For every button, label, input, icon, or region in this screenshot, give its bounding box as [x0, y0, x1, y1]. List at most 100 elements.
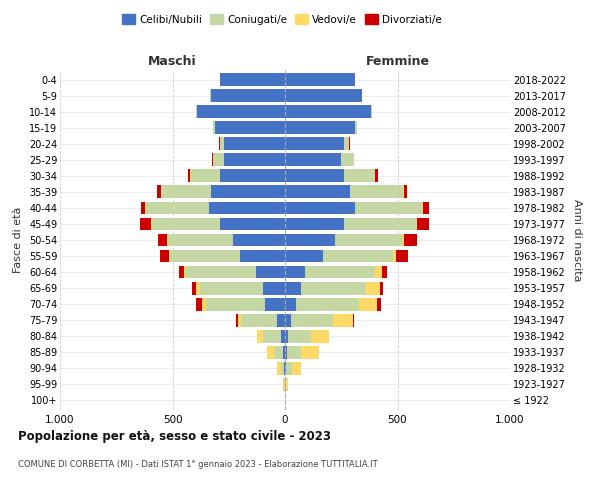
Bar — [285, 250, 393, 262]
Bar — [285, 202, 428, 214]
Bar — [212, 154, 285, 166]
Bar — [285, 122, 358, 134]
Bar — [284, 378, 285, 391]
Bar — [285, 106, 371, 118]
Bar — [285, 106, 371, 118]
Bar — [140, 218, 285, 230]
Bar — [285, 346, 287, 358]
Bar — [285, 266, 382, 278]
Bar — [196, 106, 285, 118]
Bar — [167, 234, 285, 246]
Bar — [285, 250, 323, 262]
Bar — [285, 138, 350, 150]
Bar — [285, 266, 388, 278]
Bar — [284, 362, 285, 374]
Bar — [285, 282, 383, 294]
Bar — [283, 378, 285, 391]
Bar — [256, 266, 285, 278]
Bar — [211, 89, 285, 102]
Bar — [285, 186, 350, 198]
Bar — [285, 250, 407, 262]
Bar — [224, 154, 285, 166]
Bar — [285, 282, 301, 294]
Bar — [285, 122, 355, 134]
Bar — [285, 170, 378, 182]
Bar — [285, 314, 353, 326]
Bar — [211, 89, 285, 102]
Bar — [285, 346, 301, 358]
Y-axis label: Fasce di età: Fasce di età — [13, 207, 23, 273]
Bar — [238, 314, 285, 326]
Bar — [170, 250, 285, 262]
Bar — [285, 138, 343, 150]
Bar — [235, 314, 285, 326]
Bar — [285, 170, 343, 182]
Bar — [285, 154, 353, 166]
Bar — [285, 186, 403, 198]
Bar — [186, 266, 285, 278]
Bar — [202, 298, 285, 310]
Bar — [285, 170, 375, 182]
Bar — [285, 106, 371, 118]
Bar — [285, 218, 429, 230]
Bar — [196, 298, 285, 310]
Bar — [142, 202, 285, 214]
Bar — [168, 234, 285, 246]
Bar — [220, 170, 285, 182]
Bar — [285, 89, 362, 102]
Bar — [285, 378, 289, 391]
Bar — [285, 314, 334, 326]
Bar — [190, 170, 285, 182]
Bar — [191, 282, 285, 294]
Bar — [267, 346, 285, 358]
Bar — [285, 346, 319, 358]
Bar — [277, 362, 285, 374]
Bar — [220, 73, 285, 86]
Bar — [285, 154, 354, 166]
Bar — [283, 378, 285, 391]
Bar — [212, 154, 285, 166]
Bar — [285, 73, 355, 86]
Bar — [146, 202, 285, 214]
Bar — [211, 186, 285, 198]
Bar — [215, 122, 285, 134]
Bar — [213, 122, 285, 134]
Bar — [274, 346, 285, 358]
Bar — [285, 122, 358, 134]
Bar — [199, 282, 285, 294]
Bar — [213, 154, 285, 166]
Text: Maschi: Maschi — [148, 54, 197, 68]
Bar — [285, 154, 341, 166]
Bar — [285, 73, 355, 86]
Bar — [209, 202, 285, 214]
Bar — [285, 202, 355, 214]
Bar — [285, 330, 311, 342]
Bar — [285, 138, 349, 150]
Bar — [285, 218, 416, 230]
Bar — [211, 89, 285, 102]
Text: Femmine: Femmine — [365, 54, 430, 68]
Bar — [220, 138, 285, 150]
Bar — [220, 138, 285, 150]
Bar — [285, 73, 355, 86]
Bar — [213, 122, 285, 134]
Bar — [213, 122, 285, 134]
Bar — [184, 266, 285, 278]
Bar — [285, 330, 329, 342]
Bar — [285, 89, 362, 102]
Bar — [285, 378, 286, 391]
Bar — [263, 330, 285, 342]
Bar — [285, 314, 290, 326]
Bar — [285, 218, 415, 230]
Bar — [157, 186, 285, 198]
Bar — [281, 330, 285, 342]
Bar — [285, 346, 319, 358]
Bar — [267, 346, 285, 358]
Bar — [179, 266, 285, 278]
Bar — [265, 298, 285, 310]
Bar — [285, 89, 361, 102]
Bar — [285, 186, 404, 198]
Bar — [151, 218, 285, 230]
Bar — [233, 234, 285, 246]
Bar — [285, 378, 289, 391]
